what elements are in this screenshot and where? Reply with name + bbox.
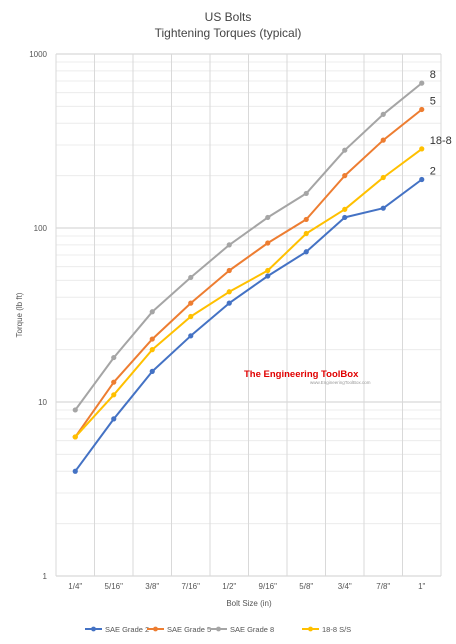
data-point — [111, 354, 117, 361]
y-axis-label: Torque (lb ft) — [15, 292, 24, 337]
data-point — [419, 106, 425, 113]
data-point — [265, 240, 271, 246]
data-point — [303, 230, 309, 237]
x-tick-label: 7/16" — [182, 582, 201, 591]
x-tick-label: 9/16" — [259, 582, 278, 591]
end-label: 8 — [430, 69, 436, 81]
series — [72, 80, 425, 474]
legend-label: SAE Grade 5 — [167, 625, 211, 634]
legend: SAE Grade 2 SAE Grade 5 SAE Grade 8 18-8 S/… — [85, 625, 351, 634]
y-tick-label: 1 — [43, 572, 48, 581]
chart-title: US Bolts — [205, 10, 252, 24]
data-point — [226, 300, 232, 306]
series-sae-grade-5 — [72, 106, 425, 440]
data-point — [265, 273, 271, 279]
legend-swatch-marker — [153, 626, 158, 632]
end-label: 5 — [430, 95, 436, 107]
legend-label: SAE Grade 8 — [230, 625, 274, 634]
data-point — [380, 111, 386, 117]
chart-subtitle: Tightening Torques (typical) — [155, 26, 302, 40]
watermark: The Engineering ToolBox www.EngineeringT… — [244, 369, 371, 385]
y-tick-label: 1000 — [29, 50, 47, 59]
x-axis-label: Bolt Size (in) — [226, 599, 272, 608]
data-point — [149, 309, 155, 315]
watermark-name: The Engineering ToolBox — [244, 369, 359, 380]
data-point — [303, 190, 309, 197]
legend-item: SAE Grade 2 — [85, 625, 149, 634]
data-point — [72, 407, 78, 413]
x-tick-label: 5/16" — [105, 582, 124, 591]
data-point — [226, 289, 232, 295]
end-label: 2 — [430, 165, 436, 177]
data-point — [72, 434, 78, 440]
x-tick-label: 3/8" — [145, 582, 159, 591]
data-point — [111, 416, 117, 422]
data-point — [380, 137, 386, 143]
y-tick-label: 10 — [38, 398, 47, 407]
data-point — [188, 300, 194, 306]
legend-item: SAE Grade 5 — [147, 625, 211, 634]
data-point — [342, 173, 348, 179]
legend-item: SAE Grade 8 — [210, 625, 274, 634]
watermark-url: www.EngineeringToolBox.com — [310, 380, 371, 385]
series-line — [74, 82, 423, 411]
end-label: 18-8 — [430, 135, 452, 147]
series-sae-grade-2 — [72, 176, 425, 474]
x-tick-label: 1/2" — [222, 582, 236, 591]
series-line — [74, 178, 423, 472]
legend-item: 18-8 S/S — [302, 625, 351, 634]
data-point — [419, 80, 425, 86]
data-point — [265, 214, 271, 221]
end-labels: 2 5 8 18-8 — [430, 69, 452, 177]
data-point — [342, 214, 348, 221]
data-point — [188, 333, 194, 339]
data-point — [380, 174, 386, 181]
data-point — [188, 274, 194, 281]
data-point — [72, 468, 78, 474]
legend-label: SAE Grade 2 — [105, 625, 149, 634]
x-tick-label: 7/8" — [376, 582, 390, 591]
data-point — [226, 242, 232, 248]
x-tick-label: 1" — [418, 582, 425, 591]
data-point — [111, 379, 117, 385]
series-18-8-s-s — [72, 146, 425, 440]
series-sae-grade-8 — [72, 80, 425, 413]
data-point — [342, 147, 348, 153]
x-tick-label: 3/4" — [338, 582, 352, 591]
legend-swatch-marker — [308, 626, 313, 632]
legend-label: 18-8 S/S — [322, 625, 351, 634]
data-point — [149, 368, 155, 374]
data-point — [226, 267, 232, 274]
legend-swatch-marker — [216, 626, 221, 632]
data-point — [419, 146, 425, 152]
data-point — [303, 216, 309, 223]
data-point — [149, 336, 155, 342]
data-point — [188, 313, 194, 320]
series-line — [74, 108, 423, 438]
data-point — [149, 347, 155, 353]
data-point — [265, 267, 271, 274]
data-point — [111, 392, 117, 398]
data-point — [419, 176, 425, 183]
series-line — [74, 148, 423, 438]
data-point — [342, 206, 348, 212]
legend-swatch-marker — [91, 626, 96, 632]
data-point — [380, 205, 386, 211]
x-tick-label: 5/8" — [299, 582, 313, 591]
data-point — [303, 249, 309, 255]
axis-ticks: 1 10 100 1000 1/4" 5/16" 3/8" 7/16" 1/2" 9/16" 5/8… — [29, 50, 425, 591]
y-tick-label: 100 — [34, 224, 48, 233]
x-tick-label: 1/4" — [68, 582, 82, 591]
grid — [55, 53, 442, 577]
